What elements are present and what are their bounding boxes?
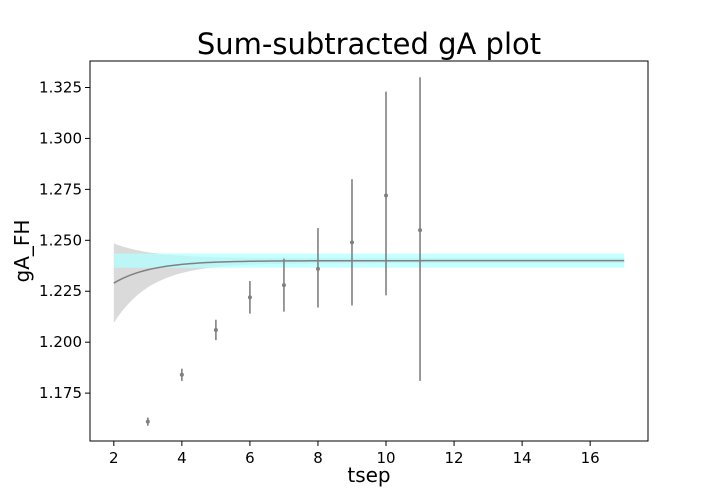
chart-title: Sum-subtracted gA plot [197, 27, 541, 61]
x-tick-label: 12 [445, 449, 464, 467]
fit-line [113, 259, 625, 284]
data-point [281, 283, 286, 288]
data-point [384, 193, 389, 198]
data-point [418, 228, 423, 233]
data-point [179, 372, 184, 377]
x-tick-label: 10 [376, 449, 395, 467]
x-axis-label: tsep [347, 463, 390, 487]
x-tick-label: 6 [245, 449, 255, 467]
y-tick-label: 1.200 [39, 333, 82, 351]
data-point [213, 327, 218, 332]
y-axis-label: gA_FH [10, 220, 34, 283]
y-tick-label: 1.250 [39, 231, 82, 249]
axes: 2 4 6 8 10 12 14 16 1.175 1.200 1.225 1.250 1.275 1.3… [39, 78, 600, 467]
x-tick-label: 2 [109, 449, 119, 467]
y-tick-label: 1.325 [39, 78, 82, 96]
x-tick-label: 14 [513, 449, 532, 467]
x-tick-label: 16 [581, 449, 600, 467]
y-tick-label: 1.275 [39, 180, 82, 198]
data-point [145, 419, 150, 424]
data-point [247, 295, 252, 300]
plot-frame [89, 60, 649, 442]
y-tick-label: 1.300 [39, 129, 82, 147]
plot-area [113, 77, 625, 426]
data-point [349, 240, 354, 245]
x-tick-label: 4 [177, 449, 187, 467]
y-tick-label: 1.225 [39, 282, 82, 300]
x-tick-label: 8 [313, 449, 323, 467]
data-point [315, 266, 320, 271]
y-tick-label: 1.175 [39, 384, 82, 402]
